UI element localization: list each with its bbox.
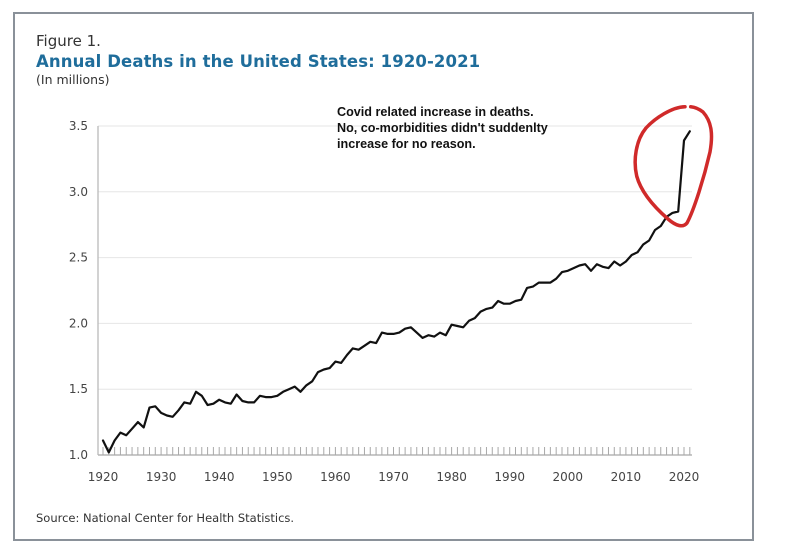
source-note: Source: National Center for Health Stati… [36,511,295,525]
series-line [101,130,691,454]
y-axis-ticks: 1.0 1.5 2.0 2.5 3.0 3.5 [69,119,88,462]
y-tick-label: 2.0 [69,316,88,330]
annotation-text: Covid related increase in deaths. No, co… [337,104,548,152]
annotation-line: No, co-morbidities didn't suddenlty [337,121,548,135]
x-tick-label: 1950 [262,470,293,484]
x-tick-label: 1920 [88,470,119,484]
x-tick-label: 1980 [436,470,467,484]
y-tick-label: 3.5 [69,119,88,133]
y-tick-label: 1.5 [69,382,88,396]
annotation-line: Covid related increase in deaths. [337,105,534,119]
x-tick-label: 1990 [494,470,525,484]
series-group [101,130,691,454]
y-tick-label: 3.0 [69,185,88,199]
chart-title: Annual Deaths in the United States: 1920… [36,52,481,71]
x-tick-label: 2010 [611,470,642,484]
x-tick-label: 2000 [553,470,584,484]
x-tick-label: 1940 [204,470,235,484]
figure-label: Figure 1. [36,32,101,50]
x-axis: 1920 1930 1940 1950 1960 1970 1980 1990 2000 2010… [88,447,700,484]
annotation-line: increase for no reason. [337,137,476,151]
chart-subtitle: (In millions) [36,72,110,87]
y-tick-label: 1.0 [69,448,88,462]
gridlines [98,125,692,390]
x-tick-label: 1960 [320,470,351,484]
highlight-circle [633,104,714,228]
x-tick-label: 2020 [669,470,700,484]
x-tick-label: 1970 [378,470,409,484]
figure-frame [13,12,754,541]
y-tick-label: 2.5 [69,251,88,265]
x-tick-label: 1930 [146,470,177,484]
